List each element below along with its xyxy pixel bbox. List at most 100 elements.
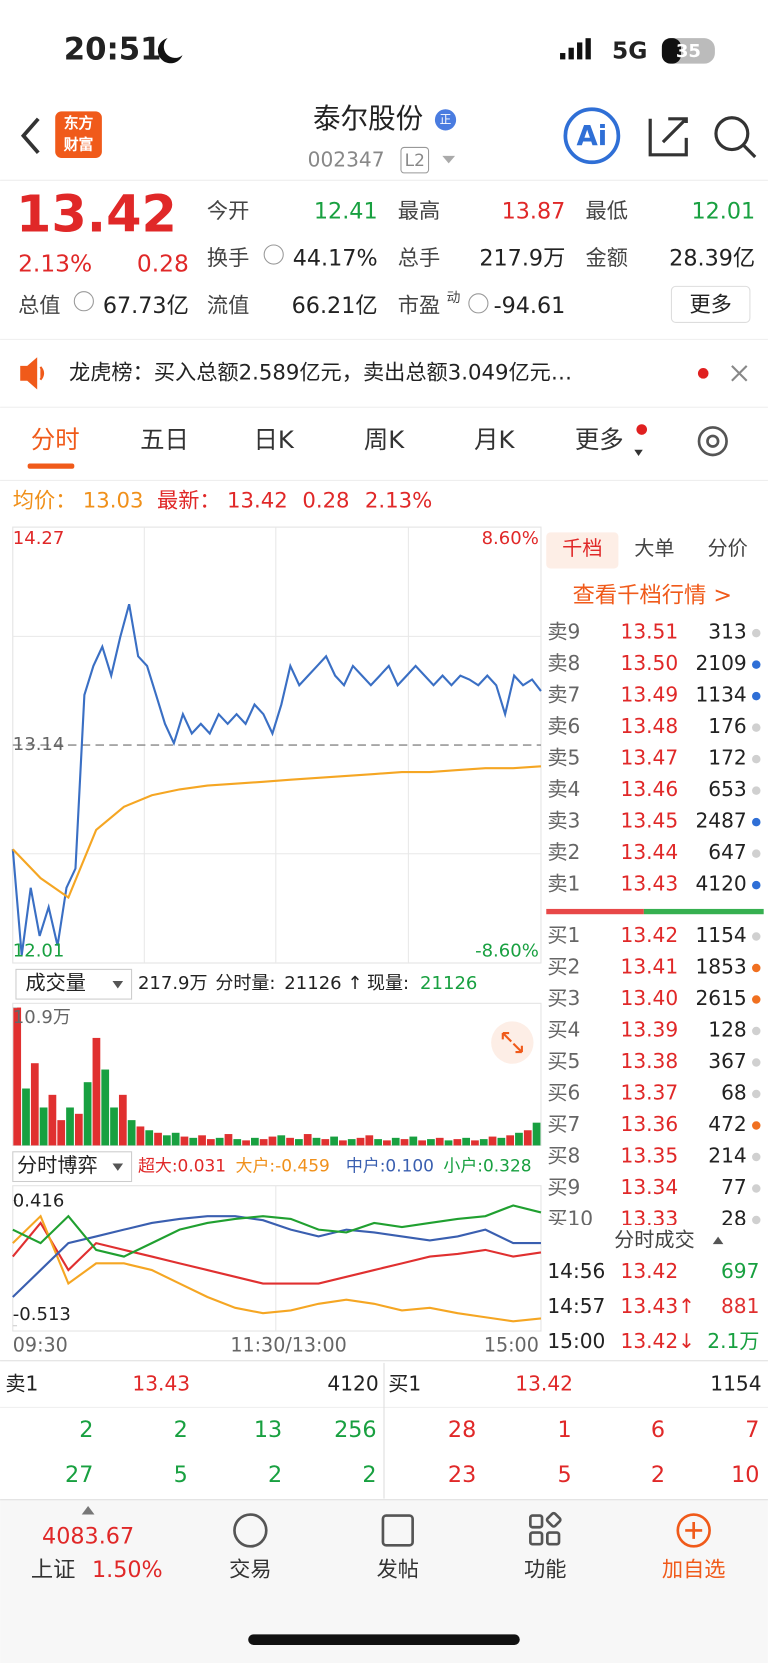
book-price: 13.37 xyxy=(621,1080,679,1104)
volume-bar xyxy=(409,1136,418,1146)
trade-price: 13.42 xyxy=(621,1259,679,1283)
book-level: 卖4 xyxy=(547,777,580,801)
info-icon xyxy=(263,244,284,265)
battery: 35 xyxy=(676,41,701,62)
game-selector[interactable] xyxy=(12,1151,133,1183)
volume-bar xyxy=(435,1137,444,1146)
back-button[interactable] xyxy=(20,117,40,154)
close-button[interactable] xyxy=(731,365,748,382)
more-button[interactable] xyxy=(670,285,751,323)
avg-row-text: 2.13% xyxy=(365,489,432,514)
book-dot xyxy=(752,1152,761,1162)
trade-icon[interactable] xyxy=(233,1513,268,1548)
volume-bar xyxy=(101,1069,110,1146)
field-label: 市盈 xyxy=(398,294,440,319)
level: L2 xyxy=(405,150,425,170)
book-dot xyxy=(752,817,761,827)
series-line xyxy=(12,1214,542,1323)
tab: 分时 xyxy=(31,425,80,454)
logo-text: 财富 xyxy=(64,135,94,153)
book-level: 卖8 xyxy=(547,651,580,675)
field-value: 217.9万 xyxy=(479,245,565,271)
l1-label: 买1 xyxy=(388,1372,421,1396)
l1-volume: 4120 xyxy=(327,1372,378,1396)
notice-bar[interactable] xyxy=(0,339,768,408)
settings-core xyxy=(706,434,720,448)
ai-button[interactable] xyxy=(563,107,621,165)
trade-price: 13.43↑ xyxy=(621,1294,696,1318)
trade-volume: 881 xyxy=(721,1294,759,1318)
field-value: 44.17% xyxy=(293,245,378,271)
volume-bar xyxy=(400,1139,409,1146)
tab-bar-item: 功能 xyxy=(524,1558,566,1583)
book-tab: 千档 xyxy=(562,536,602,560)
game-info: 中户:0.100 xyxy=(346,1156,434,1176)
field-value: -94.61 xyxy=(494,293,566,319)
search-button[interactable] xyxy=(714,116,750,152)
volume-bar xyxy=(374,1139,382,1146)
volume-bar xyxy=(57,1120,66,1146)
time-label: 09:30 xyxy=(13,1333,68,1356)
book-dot xyxy=(752,1215,761,1225)
info-icon xyxy=(468,293,489,314)
dropdown-arrow xyxy=(112,981,124,989)
avg-row-text: 13.03 xyxy=(83,489,144,514)
y-tick-label: 12.01 xyxy=(13,940,65,961)
home-indicator xyxy=(248,1634,520,1645)
tab: 周K xyxy=(364,425,405,454)
volume-bar xyxy=(418,1140,426,1146)
series-line xyxy=(11,1221,542,1285)
add-watch-icon[interactable] xyxy=(676,1513,711,1548)
l1-label: 卖1 xyxy=(5,1372,38,1396)
queue-size: 2 xyxy=(174,1417,188,1443)
book-price: 13.48 xyxy=(621,714,679,738)
tab-underline xyxy=(27,463,75,469)
tab: 日K xyxy=(254,425,295,454)
volume-bar xyxy=(515,1132,523,1146)
book-volume: 1154 xyxy=(695,923,746,947)
book-volume: 1853 xyxy=(695,954,746,978)
l1-volume: 1154 xyxy=(710,1372,761,1396)
volume-bar xyxy=(462,1137,471,1146)
volume-bar xyxy=(198,1135,206,1146)
volume-bar xyxy=(523,1130,532,1146)
field-value: 66.21亿 xyxy=(292,293,378,319)
expand-button[interactable] xyxy=(491,1021,534,1064)
queue-size: 28 xyxy=(448,1417,476,1443)
queue-size: 2 xyxy=(651,1462,665,1488)
tab-bar-item: 发帖 xyxy=(377,1558,419,1583)
level-box xyxy=(400,146,430,174)
post-icon[interactable] xyxy=(381,1514,414,1547)
share-button[interactable] xyxy=(648,117,688,157)
network: 5G xyxy=(612,36,647,64)
book-volume: 214 xyxy=(708,1143,746,1167)
code-dropdown[interactable] xyxy=(442,155,456,164)
book-level: 买8 xyxy=(547,1143,580,1167)
book-volume: 472 xyxy=(708,1112,746,1136)
book-dot xyxy=(752,849,761,858)
series-line xyxy=(12,1215,541,1298)
volume-bar xyxy=(180,1136,189,1146)
change: 0.28 xyxy=(137,250,189,278)
volume-bar xyxy=(162,1135,171,1146)
book-volume: 68 xyxy=(721,1080,747,1104)
queue-size: 6 xyxy=(651,1417,665,1443)
field-label: 流值 xyxy=(207,294,249,319)
index-value: 4083.67 xyxy=(42,1523,134,1549)
series-line xyxy=(12,1204,542,1258)
volume-bar xyxy=(339,1140,347,1146)
queue-size: 2 xyxy=(362,1462,376,1488)
settings-button[interactable] xyxy=(697,426,728,457)
field-value: 12.41 xyxy=(314,199,378,225)
pct-label: -8.60% xyxy=(475,940,539,961)
y-tick-label: 13.14 xyxy=(13,734,65,755)
ai-label: Ai xyxy=(576,119,607,152)
search-handle xyxy=(742,144,757,159)
field-value: 13.87 xyxy=(502,199,566,225)
y-tick-label: 14.27 xyxy=(13,528,65,549)
function-icon[interactable] xyxy=(529,1511,562,1546)
avg-row-text: 均价： xyxy=(13,489,77,514)
volume-bar xyxy=(22,1088,30,1146)
volume-selector[interactable] xyxy=(15,968,133,1000)
book-volume: 128 xyxy=(708,1017,746,1041)
